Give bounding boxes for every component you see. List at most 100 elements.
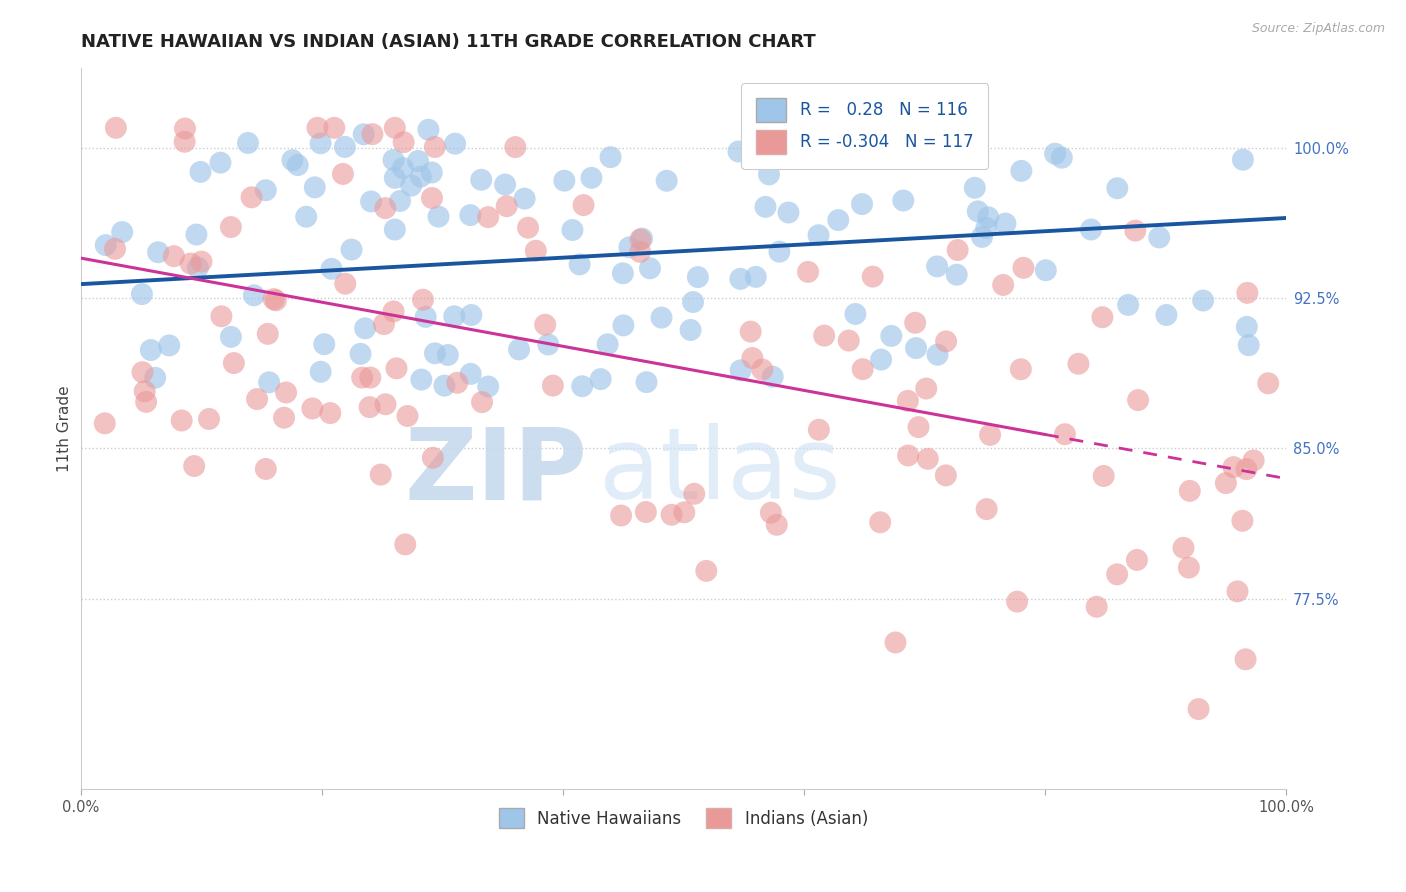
Point xyxy=(382,304,405,318)
Point xyxy=(437,348,460,362)
Point xyxy=(524,244,547,258)
Point xyxy=(443,310,465,324)
Text: Source: ZipAtlas.com: Source: ZipAtlas.com xyxy=(1251,22,1385,36)
Point xyxy=(754,200,776,214)
Point xyxy=(1236,319,1258,334)
Point xyxy=(385,361,408,376)
Point xyxy=(915,382,938,396)
Point xyxy=(135,395,157,409)
Point xyxy=(321,261,343,276)
Point xyxy=(1035,263,1057,277)
Point xyxy=(374,397,396,411)
Text: NATIVE HAWAIIAN VS INDIAN (ASIAN) 11TH GRADE CORRELATION CHART: NATIVE HAWAIIAN VS INDIAN (ASIAN) 11TH G… xyxy=(80,33,815,51)
Point xyxy=(683,487,706,501)
Point xyxy=(131,287,153,301)
Point xyxy=(1107,181,1129,195)
Point xyxy=(392,161,415,175)
Point xyxy=(945,268,967,282)
Point xyxy=(1178,483,1201,498)
Point xyxy=(730,272,752,286)
Point xyxy=(571,379,593,393)
Point xyxy=(927,348,949,362)
Point xyxy=(1116,298,1139,312)
Point xyxy=(1234,462,1257,476)
Point xyxy=(420,165,443,179)
Point xyxy=(319,406,342,420)
Point xyxy=(1005,594,1028,608)
Point xyxy=(139,343,162,357)
Point xyxy=(411,373,433,387)
Point xyxy=(173,135,195,149)
Point xyxy=(991,277,1014,292)
Point xyxy=(852,362,875,376)
Point xyxy=(134,384,156,399)
Point xyxy=(352,370,374,384)
Point xyxy=(1126,553,1149,567)
Point xyxy=(418,122,440,136)
Point xyxy=(636,375,658,389)
Point xyxy=(1010,164,1032,178)
Point xyxy=(1147,230,1170,244)
Point xyxy=(382,153,405,167)
Point xyxy=(170,413,193,427)
Point xyxy=(1187,702,1209,716)
Point xyxy=(131,365,153,379)
Point xyxy=(1226,584,1249,599)
Point xyxy=(257,376,280,390)
Point xyxy=(759,506,782,520)
Point xyxy=(353,128,375,142)
Point xyxy=(460,308,482,322)
Point xyxy=(399,178,422,193)
Point xyxy=(740,325,762,339)
Point xyxy=(340,243,363,257)
Point xyxy=(612,318,634,333)
Point xyxy=(254,183,277,197)
Point xyxy=(406,153,429,168)
Point xyxy=(925,260,948,274)
Point xyxy=(650,310,672,325)
Point xyxy=(610,508,633,523)
Point xyxy=(907,420,929,434)
Point xyxy=(304,180,326,194)
Point xyxy=(553,174,575,188)
Point xyxy=(596,337,619,351)
Point xyxy=(758,167,780,181)
Point xyxy=(862,269,884,284)
Point xyxy=(935,468,957,483)
Point xyxy=(394,537,416,551)
Y-axis label: 11th Grade: 11th Grade xyxy=(58,385,72,472)
Point xyxy=(505,140,527,154)
Point xyxy=(730,363,752,377)
Point xyxy=(477,379,499,393)
Point xyxy=(634,505,657,519)
Point xyxy=(568,257,591,271)
Point xyxy=(163,249,186,263)
Point xyxy=(157,338,180,352)
Point xyxy=(1234,652,1257,666)
Point xyxy=(309,136,332,151)
Point xyxy=(415,310,437,324)
Point xyxy=(295,210,318,224)
Point xyxy=(1232,514,1254,528)
Point xyxy=(1126,393,1149,408)
Point xyxy=(765,517,787,532)
Point xyxy=(219,330,242,344)
Point xyxy=(180,256,202,270)
Point xyxy=(631,231,654,245)
Point xyxy=(392,135,415,149)
Point xyxy=(1010,362,1032,376)
Point xyxy=(1043,146,1066,161)
Point xyxy=(1067,357,1090,371)
Point xyxy=(1243,453,1265,467)
Point xyxy=(222,356,245,370)
Point xyxy=(1257,376,1279,391)
Point xyxy=(187,260,209,275)
Point xyxy=(470,173,492,187)
Point xyxy=(638,261,661,276)
Point xyxy=(190,254,212,268)
Point xyxy=(359,370,381,384)
Point xyxy=(236,136,259,150)
Point xyxy=(974,221,997,235)
Point xyxy=(333,140,356,154)
Point xyxy=(146,245,169,260)
